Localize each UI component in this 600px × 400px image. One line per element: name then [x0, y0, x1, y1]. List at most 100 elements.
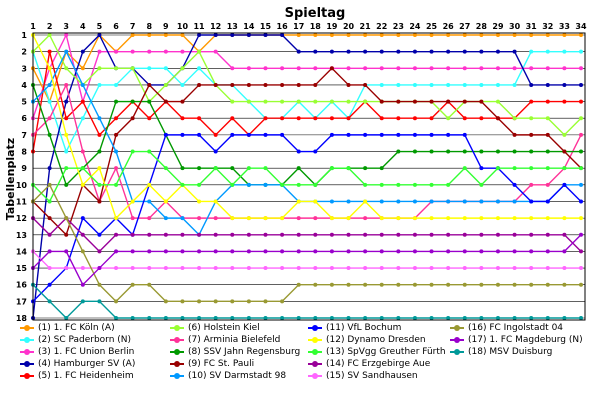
- data-point: [130, 149, 135, 154]
- data-point: [579, 82, 583, 87]
- data-point: [180, 299, 185, 304]
- data-point: [230, 132, 235, 137]
- data-point: [197, 49, 202, 54]
- series-line: [32, 34, 582, 136]
- data-point: [180, 249, 185, 254]
- data-point: [130, 199, 135, 204]
- legend-label: (16) FC Ingolstadt 04: [468, 323, 564, 333]
- data-point: [429, 49, 434, 54]
- data-point: [230, 116, 235, 121]
- series-line: [32, 34, 581, 103]
- legend-label: (6) Holstein Kiel: [188, 323, 260, 333]
- data-point: [529, 116, 534, 121]
- data-point: [47, 82, 52, 87]
- data-point: [147, 316, 152, 320]
- data-point: [246, 166, 251, 171]
- data-point: [412, 33, 417, 37]
- data-point: [363, 33, 368, 37]
- x-tick-label: 2: [47, 22, 53, 31]
- legend-label: (12) Dynamo Dresden: [326, 335, 426, 345]
- data-point: [296, 33, 301, 37]
- data-point: [180, 182, 185, 187]
- x-tick-label: 19: [326, 22, 338, 31]
- data-point: [446, 249, 451, 254]
- data-point: [363, 216, 368, 221]
- x-tick-label: 3: [63, 22, 69, 31]
- series-group: [31, 232, 583, 287]
- data-point: [512, 82, 517, 87]
- data-point: [446, 282, 451, 287]
- data-point: [579, 316, 583, 320]
- data-point: [313, 282, 318, 287]
- data-point: [263, 99, 268, 104]
- legend-marker: [24, 349, 30, 355]
- x-tick-label: 7: [130, 22, 136, 31]
- data-point: [329, 249, 334, 254]
- y-tick-label: 8: [21, 148, 27, 157]
- data-point: [329, 282, 334, 287]
- x-tick-label: 26: [443, 22, 455, 31]
- x-tick-label: 15: [260, 22, 272, 31]
- series-group: [31, 249, 583, 271]
- data-point: [379, 82, 384, 87]
- data-point: [263, 66, 268, 71]
- legend-label: (11) VfL Bochum: [326, 323, 402, 333]
- data-point: [495, 149, 500, 154]
- data-point: [396, 316, 401, 320]
- data-point: [230, 66, 235, 71]
- data-point: [114, 249, 119, 254]
- data-point: [114, 49, 119, 54]
- data-point: [296, 232, 301, 237]
- data-point: [396, 249, 401, 254]
- data-point: [379, 49, 384, 54]
- series-line: [32, 250, 581, 269]
- data-point: [163, 199, 168, 204]
- data-point: [114, 316, 119, 320]
- data-point: [379, 182, 384, 187]
- data-point: [97, 149, 102, 154]
- data-point: [346, 166, 351, 171]
- data-point: [246, 299, 251, 304]
- data-point: [130, 316, 135, 320]
- series-group: [31, 182, 583, 304]
- data-point: [545, 116, 550, 121]
- data-point: [197, 33, 202, 37]
- x-axis-ticks: 1 2 3 4 5 6 7 8 9 10 11 12 13 14 15 16 17 18 19 20 21 22 23 24 2…: [30, 22, 587, 31]
- data-point: [429, 82, 434, 87]
- x-tick-label: 27: [459, 22, 470, 31]
- data-point: [462, 49, 467, 54]
- data-point: [329, 99, 334, 104]
- data-point: [462, 166, 467, 171]
- series-line: [32, 50, 581, 153]
- data-point: [529, 182, 534, 187]
- data-point: [47, 216, 52, 221]
- x-tick-label: 13: [227, 22, 238, 31]
- y-tick-label: 10: [16, 181, 28, 190]
- data-point: [64, 49, 69, 54]
- data-point: [512, 182, 517, 187]
- data-point: [97, 66, 102, 71]
- data-point: [329, 199, 334, 204]
- data-point: [64, 33, 69, 37]
- data-point: [346, 232, 351, 237]
- data-point: [263, 216, 268, 221]
- data-point: [296, 149, 301, 154]
- y-tick-label: 13: [16, 231, 27, 240]
- series-lines: [31, 33, 583, 320]
- data-point: [363, 199, 368, 204]
- data-point: [97, 199, 102, 204]
- data-point: [412, 132, 417, 137]
- data-point: [197, 216, 202, 221]
- data-point: [545, 49, 550, 54]
- data-point: [412, 266, 417, 271]
- data-point: [562, 66, 567, 71]
- data-point: [579, 182, 583, 187]
- data-point: [329, 66, 334, 71]
- data-point: [412, 66, 417, 71]
- data-point: [346, 282, 351, 287]
- data-point: [462, 132, 467, 137]
- data-point: [512, 166, 517, 171]
- data-point: [412, 249, 417, 254]
- data-point: [197, 232, 202, 237]
- data-point: [114, 166, 119, 171]
